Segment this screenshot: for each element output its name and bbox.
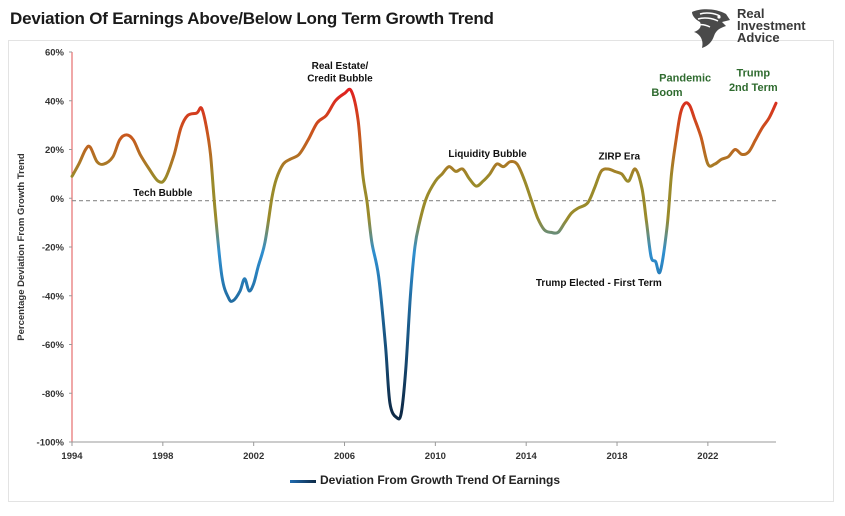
x-tick-label: 2022 — [697, 451, 718, 462]
x-tick-label: 2010 — [425, 451, 446, 462]
x-tick-label: 1998 — [152, 451, 173, 462]
logo-text: Real Investment Advice — [737, 6, 806, 45]
legend-swatch — [290, 480, 316, 483]
logo-line-2: Investment — [737, 18, 806, 33]
annotation-label: Boom — [651, 87, 682, 99]
x-tick-label: 2002 — [243, 451, 264, 462]
y-tick-label: 20% — [45, 145, 65, 156]
annotation-label: Trump — [736, 67, 770, 79]
x-tick-label: 2014 — [516, 451, 538, 462]
y-tick-label: 40% — [45, 96, 65, 107]
annotation-label: 2nd Term — [729, 82, 778, 94]
logo: Real Investment Advice — [686, 6, 826, 50]
y-tick-label: -80% — [42, 389, 65, 400]
chart-title: Deviation Of Earnings Above/Below Long T… — [10, 9, 494, 28]
annotation-label: Tech Bubble — [133, 188, 193, 199]
y-tick-label: -20% — [42, 243, 65, 254]
series-line-0 — [70, 87, 778, 421]
logo-line-1: Real — [737, 6, 765, 21]
logo-line-3: Advice — [737, 30, 780, 45]
y-tick-label: -60% — [42, 340, 65, 351]
legend-label: Deviation From Growth Trend Of Earnings — [320, 473, 561, 487]
annotation-label: Trump Elected - First Term — [536, 278, 662, 289]
annotation-label: Liquidity Bubble — [448, 149, 527, 160]
y-axis-label: Percentage Deviation From Growth Trend — [16, 153, 27, 341]
x-tick-label: 1994 — [61, 451, 83, 462]
annotation-label: Pandemic — [659, 72, 711, 84]
annotation-label: Credit Bubble — [307, 73, 373, 84]
y-tick-label: -100% — [37, 438, 65, 449]
eagle-head-icon — [692, 9, 730, 48]
y-tick-label: 60% — [45, 48, 65, 59]
y-tick-label: -40% — [42, 291, 65, 302]
annotation-label: ZIRP Era — [599, 151, 641, 162]
x-tick-label: 2018 — [606, 451, 627, 462]
y-tick-label: 0% — [50, 194, 64, 205]
chart-frame — [8, 40, 834, 502]
x-tick-label: 2006 — [334, 451, 355, 462]
annotation-label: Real Estate/ — [312, 61, 369, 72]
